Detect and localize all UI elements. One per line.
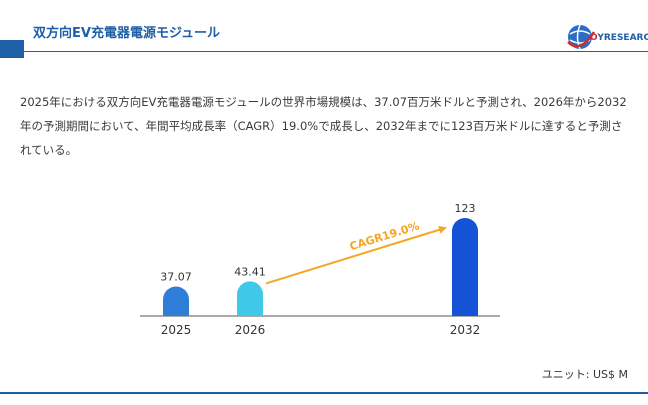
page-title: 双方向EV充電器電源モジュール <box>33 26 221 41</box>
bar-2026 <box>237 281 263 316</box>
globe-icon <box>567 24 596 50</box>
market-size-chart: 37.07 2025 43.41 2026 123 2032 CAGR19.0% <box>140 202 500 337</box>
header-accent-bar <box>0 40 24 58</box>
category-label-2032: 2032 <box>450 323 481 337</box>
cagr-arrow <box>265 225 447 285</box>
bars-group: 37.07 2025 43.41 2026 123 2032 <box>160 202 480 337</box>
bar-2032 <box>452 218 478 316</box>
bar-2025 <box>163 286 189 316</box>
unit-label: ユニット: US$ M <box>541 368 628 381</box>
value-label-2026: 43.41 <box>234 265 266 278</box>
category-label-2025: 2025 <box>161 323 192 337</box>
cagr-label: CAGR19.0% <box>348 219 421 253</box>
footer-divider <box>0 392 648 394</box>
header: 双方向EV充電器電源モジュール OYRESEARCH <box>0 0 648 64</box>
market-summary-text: 2025年における双方向EV充電器電源モジュールの世界市場規模は、37.07百万… <box>20 95 627 157</box>
qyresearch-logo: OYRESEARCH <box>566 20 648 54</box>
logo-text: OYRESEARCH <box>590 33 648 43</box>
category-label-2026: 2026 <box>235 323 266 337</box>
value-label-2025: 37.07 <box>160 270 192 283</box>
header-divider <box>24 51 648 52</box>
value-label-2032: 123 <box>455 202 476 215</box>
